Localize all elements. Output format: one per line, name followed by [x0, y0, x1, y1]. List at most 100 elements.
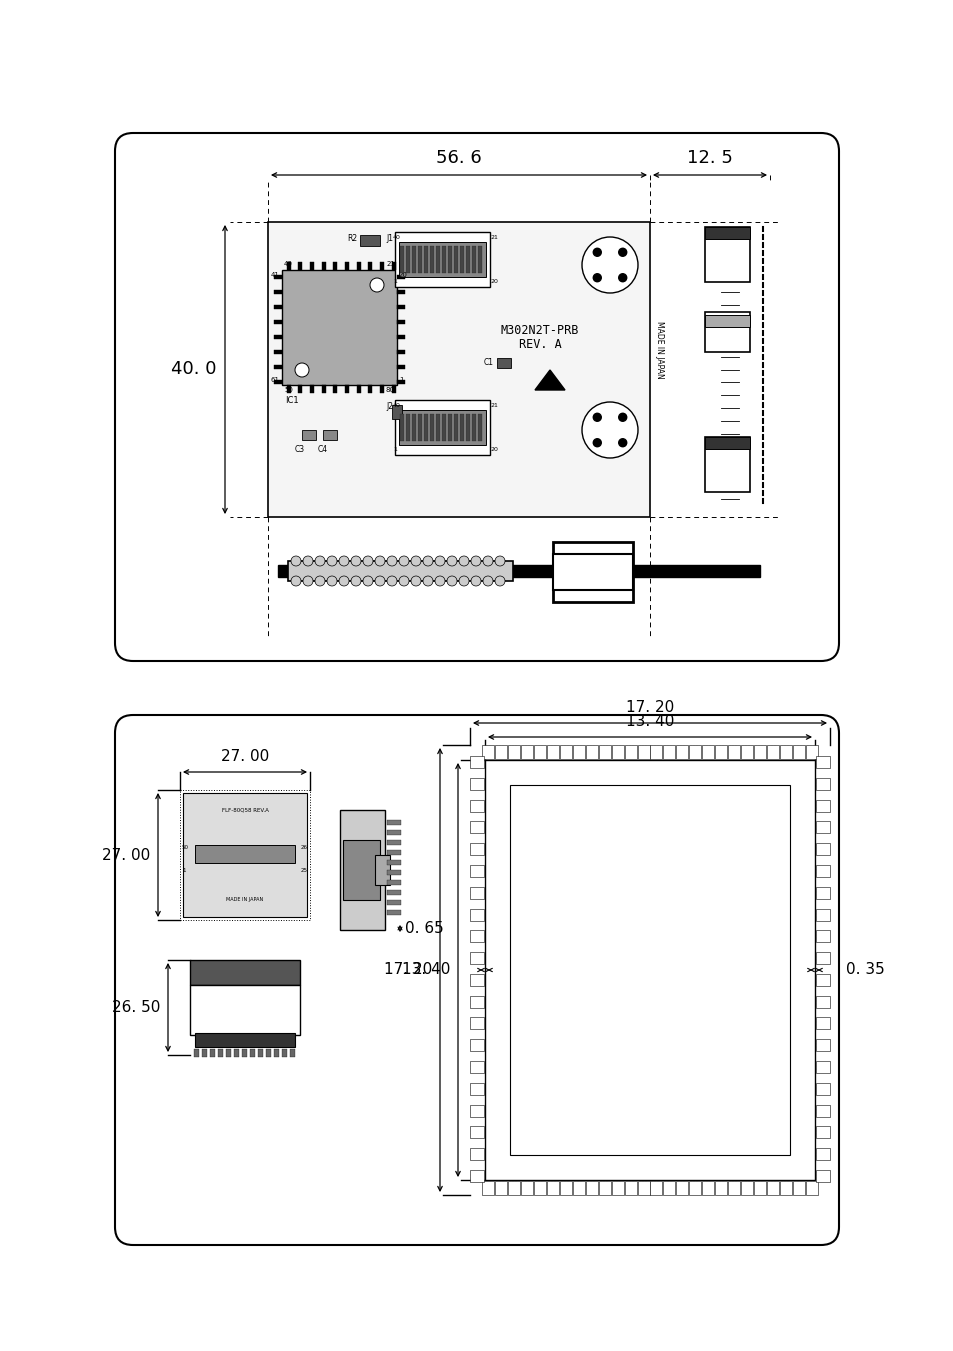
Bar — [310, 385, 314, 393]
Text: IC1: IC1 — [285, 396, 298, 405]
Bar — [297, 262, 302, 270]
Bar — [465, 413, 470, 440]
Circle shape — [351, 557, 360, 566]
Bar — [715, 744, 726, 759]
Bar — [572, 744, 584, 759]
Circle shape — [618, 274, 626, 282]
Bar — [815, 778, 829, 790]
Bar — [399, 246, 403, 273]
Circle shape — [482, 557, 493, 566]
Bar — [507, 744, 519, 759]
Bar — [266, 1048, 271, 1056]
Bar — [392, 385, 395, 393]
Bar — [274, 335, 282, 339]
Text: 21: 21 — [491, 403, 498, 408]
Circle shape — [370, 278, 384, 292]
Text: 13. 40: 13. 40 — [625, 713, 674, 730]
Bar — [274, 380, 282, 384]
Bar — [553, 554, 633, 590]
Circle shape — [294, 363, 309, 377]
Bar — [559, 1181, 571, 1196]
Circle shape — [593, 439, 600, 447]
Bar — [792, 744, 804, 759]
Circle shape — [375, 557, 385, 566]
Bar — [815, 908, 829, 920]
Bar — [387, 890, 400, 894]
Bar — [815, 1017, 829, 1029]
Bar — [727, 1181, 740, 1196]
Text: 1: 1 — [182, 867, 185, 873]
Bar — [333, 385, 336, 393]
Bar — [611, 744, 623, 759]
Bar — [470, 908, 483, 920]
Circle shape — [338, 557, 349, 566]
Circle shape — [458, 557, 469, 566]
Bar — [287, 385, 291, 393]
Circle shape — [327, 557, 336, 566]
Bar — [704, 315, 749, 327]
Circle shape — [471, 557, 480, 566]
Bar — [448, 246, 452, 273]
Bar — [423, 246, 428, 273]
Bar — [611, 1181, 623, 1196]
Bar — [406, 246, 410, 273]
Bar — [585, 1181, 597, 1196]
Text: 27. 00: 27. 00 — [221, 748, 269, 765]
Bar — [423, 413, 428, 440]
Bar — [815, 974, 829, 986]
Bar — [495, 1181, 506, 1196]
Circle shape — [593, 274, 600, 282]
Bar — [815, 1039, 829, 1051]
Circle shape — [422, 557, 433, 566]
Bar — [815, 952, 829, 965]
Bar — [398, 409, 485, 444]
Bar — [282, 270, 396, 385]
Bar — [288, 561, 513, 581]
Bar — [470, 974, 483, 986]
Bar — [396, 365, 405, 369]
Bar — [815, 1084, 829, 1094]
Circle shape — [495, 557, 504, 566]
Bar — [417, 246, 421, 273]
Circle shape — [398, 576, 409, 586]
Bar — [689, 1181, 700, 1196]
Bar — [339, 811, 385, 929]
Text: C4: C4 — [317, 444, 328, 454]
Bar — [343, 840, 379, 900]
Bar — [392, 405, 401, 419]
Bar — [740, 1181, 753, 1196]
Bar — [387, 900, 400, 905]
Bar — [815, 1061, 829, 1073]
Bar — [497, 358, 511, 367]
Bar — [375, 855, 390, 885]
FancyBboxPatch shape — [115, 715, 838, 1246]
Text: 50: 50 — [182, 844, 189, 850]
Bar — [470, 931, 483, 942]
Bar — [323, 430, 336, 440]
Bar — [470, 843, 483, 855]
Bar — [379, 262, 384, 270]
Bar — [470, 800, 483, 812]
Bar — [598, 1181, 610, 1196]
Bar — [727, 744, 740, 759]
Bar — [210, 1048, 214, 1056]
Circle shape — [363, 576, 373, 586]
Bar — [546, 1181, 558, 1196]
Bar — [190, 985, 299, 1035]
Text: 26. 50: 26. 50 — [112, 1000, 160, 1015]
Bar — [274, 276, 282, 280]
Bar — [484, 761, 814, 1179]
Bar — [274, 320, 282, 324]
Text: 1: 1 — [393, 447, 396, 453]
Bar — [395, 400, 490, 455]
Bar — [345, 262, 349, 270]
Bar — [470, 886, 483, 898]
Bar — [368, 385, 372, 393]
Bar — [398, 242, 485, 277]
Text: 80: 80 — [386, 386, 395, 393]
Circle shape — [618, 439, 626, 447]
Bar — [815, 865, 829, 877]
Circle shape — [458, 576, 469, 586]
Bar — [396, 290, 405, 295]
Bar — [780, 744, 791, 759]
